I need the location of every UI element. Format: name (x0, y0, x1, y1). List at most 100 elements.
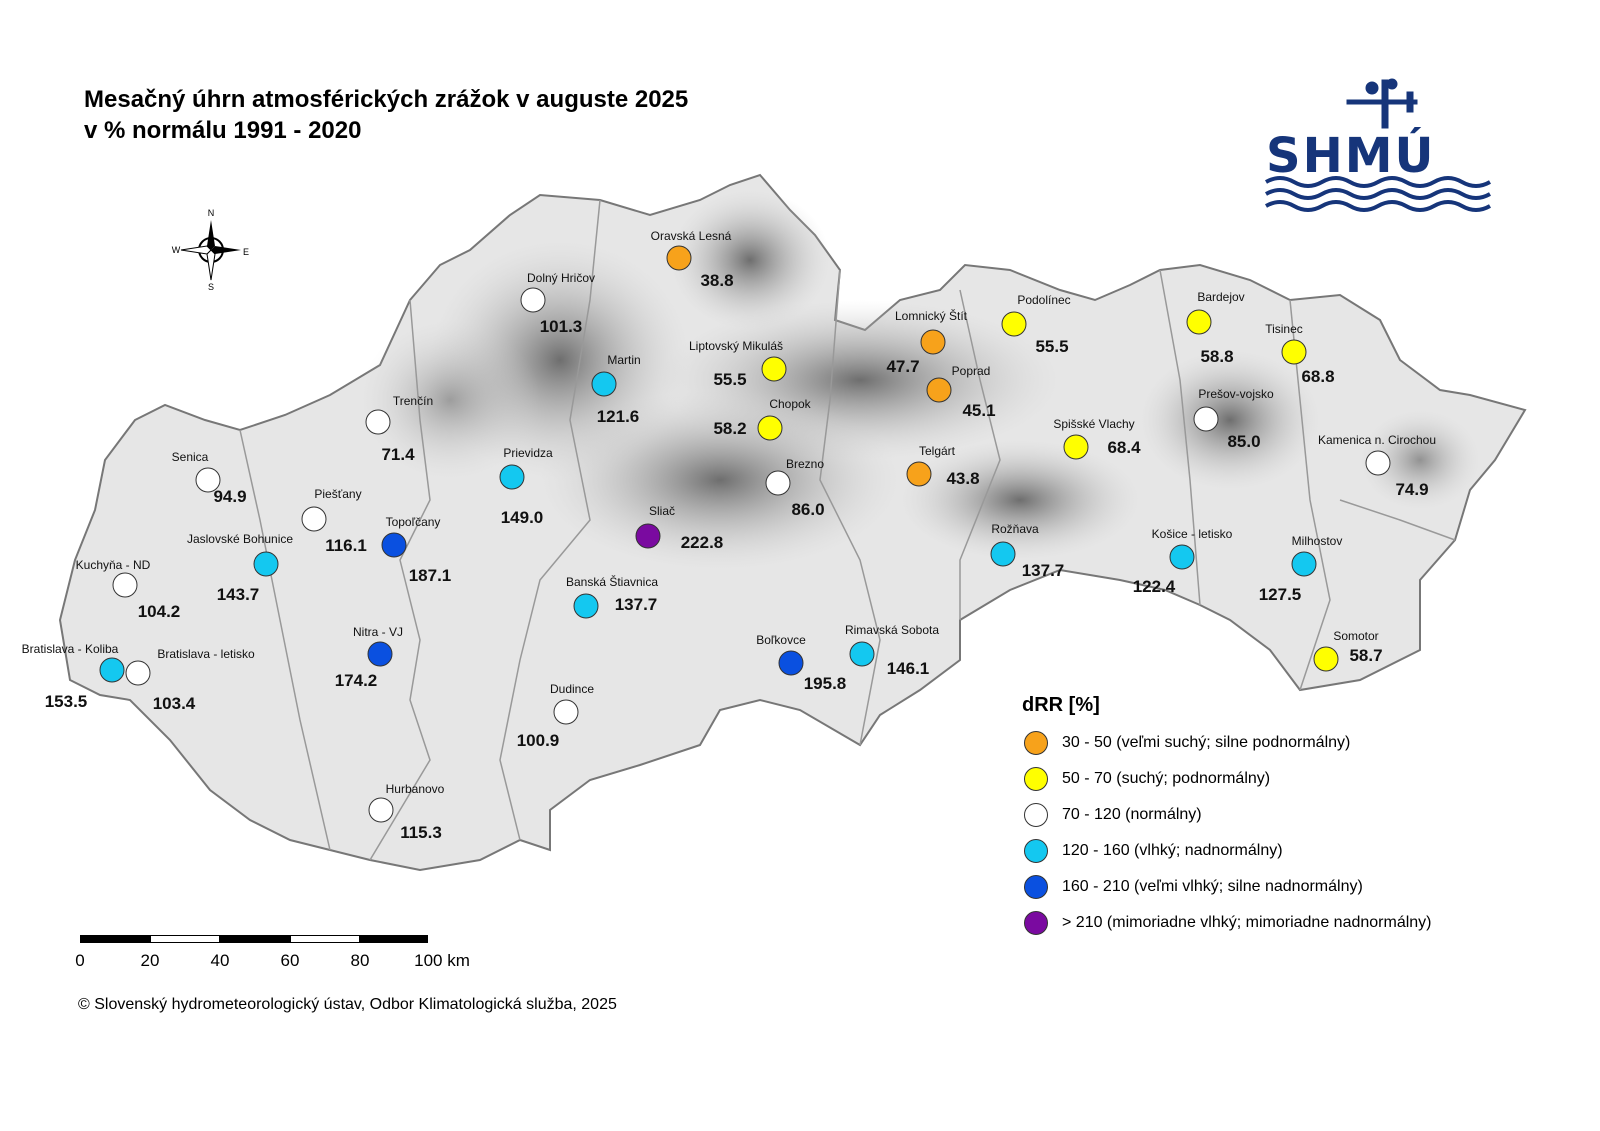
legend-item: 160 - 210 (veľmi vlhký; silne nadnormáln… (1022, 869, 1432, 905)
station: Lomnický Štít 47.7 (886, 308, 967, 376)
scale-label: 0 (75, 951, 85, 970)
legend-item: 70 - 120 (normálny) (1022, 797, 1432, 833)
station-value: 122.4 (1133, 577, 1176, 596)
station-name: Milhostov (1292, 534, 1343, 548)
station-value: 58.2 (713, 419, 746, 438)
legend-label: 30 - 50 (veľmi suchý; silne podnormálny) (1062, 734, 1351, 751)
station-name: Prešov-vojsko (1198, 387, 1274, 401)
station-value: 68.8 (1301, 367, 1334, 386)
scale-segment (80, 935, 150, 943)
station: Tisinec 68.8 (1265, 322, 1334, 386)
station: Prievidza 149.0 (499, 446, 553, 527)
scale-label: 100 km (414, 951, 470, 970)
legend-swatch (1024, 911, 1048, 935)
station-name: Bratislava - letisko (157, 647, 255, 661)
station-name: Tisinec (1265, 322, 1303, 336)
station-name: Brezno (786, 457, 824, 471)
station-marker (1186, 309, 1212, 335)
station-marker (195, 467, 221, 493)
station-name: Prievidza (503, 446, 553, 460)
station-marker (1365, 450, 1391, 476)
station-name: Kuchyňa - ND (76, 558, 151, 572)
legend: dRR [%] 30 - 50 (veľmi suchý; silne podn… (1022, 694, 1432, 941)
scale-label: 40 (210, 951, 230, 970)
station: Kuchyňa - ND 104.2 (76, 558, 181, 621)
legend-item: 30 - 50 (veľmi suchý; silne podnormálny) (1022, 725, 1432, 761)
compass-e: E (243, 247, 249, 257)
station-value: 55.5 (713, 370, 746, 389)
station-marker (765, 470, 791, 496)
station-marker (757, 415, 783, 441)
legend-label: 50 - 70 (suchý; podnormálny) (1062, 770, 1271, 787)
station-name: Trenčín (393, 394, 433, 408)
station-value: 101.3 (540, 317, 583, 336)
station: Bardejov 58.8 (1186, 290, 1245, 366)
station-name: Telgárt (919, 444, 956, 458)
legend-label: 70 - 120 (normálny) (1062, 806, 1202, 823)
station-name: Somotor (1333, 629, 1378, 643)
legend-items: 30 - 50 (veľmi suchý; silne podnormálny)… (1022, 725, 1432, 941)
station-marker (1281, 339, 1307, 365)
station-value: 121.6 (597, 407, 640, 426)
station: Milhostov 127.5 (1259, 534, 1343, 604)
station-value: 47.7 (886, 357, 919, 376)
scale-segment (290, 935, 360, 943)
station-value: 55.5 (1035, 337, 1068, 356)
station-name: Dudince (550, 682, 594, 696)
station-name: Liptovský Mikuláš (689, 339, 783, 353)
legend-swatch (1024, 803, 1048, 827)
terrain-relief (360, 190, 1480, 570)
station-value: 71.4 (381, 445, 415, 464)
station-value: 58.7 (1349, 646, 1382, 665)
station: Poprad 45.1 (926, 364, 996, 420)
station-marker (112, 572, 138, 598)
station: Dolný Hričov 101.3 (520, 271, 595, 336)
legend-swatch (1024, 731, 1048, 755)
scale-bar: 0 20 40 60 80 100 km (75, 935, 470, 975)
title-line-1: Mesačný úhrn atmosférických zrážok v aug… (84, 86, 689, 113)
station: Dudince 100.9 (517, 682, 595, 750)
station-name: Oravská Lesná (651, 229, 732, 243)
station: Spišské Vlachy 68.4 (1053, 417, 1141, 460)
station-marker (573, 593, 599, 619)
station-name: Lomnický Štít (895, 308, 968, 323)
station: Somotor 58.7 (1313, 629, 1383, 672)
station-marker (926, 377, 952, 403)
station-name: Spišské Vlachy (1053, 417, 1134, 431)
station-marker (99, 657, 125, 683)
station: Košice - letisko 122.4 (1133, 527, 1233, 596)
station-value: 74.9 (1395, 480, 1428, 499)
station: Kamenica n. Cirochou 74.9 (1318, 433, 1436, 499)
compass-n: N (208, 208, 215, 218)
station-value: 68.4 (1107, 438, 1141, 457)
title-line-2: v % normálu 1991 - 2020 (84, 117, 362, 144)
station-value: 85.0 (1227, 432, 1260, 451)
station-marker (591, 371, 617, 397)
legend-item: 120 - 160 (vlhký; nadnormálny) (1022, 833, 1432, 869)
scale-segment (360, 935, 428, 943)
station-name: Bratislava - Koliba (22, 642, 119, 656)
station-value: 94.9 (213, 487, 246, 506)
shmu-logo: SHMÚ (1262, 78, 1502, 213)
station-value: 222.8 (681, 533, 724, 552)
station-value: 146.1 (887, 659, 930, 678)
station-marker (499, 464, 525, 490)
station-name: Nitra - VJ (353, 625, 403, 639)
station-name: Hurbanovo (386, 782, 445, 796)
station-name: Senica (172, 450, 209, 464)
station: Prešov-vojsko 85.0 (1193, 387, 1274, 451)
station: Trenčín 71.4 (365, 394, 433, 464)
legend-swatch (1024, 767, 1048, 791)
station-value: 174.2 (335, 671, 378, 690)
station-marker (635, 523, 661, 549)
station-name: Topoľčany (386, 515, 441, 529)
station-marker (1193, 406, 1219, 432)
station-marker (520, 287, 546, 313)
station: Bratislava - letisko 103.4 (125, 647, 255, 713)
station-marker (990, 541, 1016, 567)
station-marker (778, 650, 804, 676)
scale-segment (220, 935, 290, 943)
station-name: Jaslovské Bohunice (187, 532, 293, 546)
copyright-notice: © Slovenský hydrometeorologický ústav, O… (78, 996, 617, 1013)
station-value: 143.7 (217, 585, 260, 604)
